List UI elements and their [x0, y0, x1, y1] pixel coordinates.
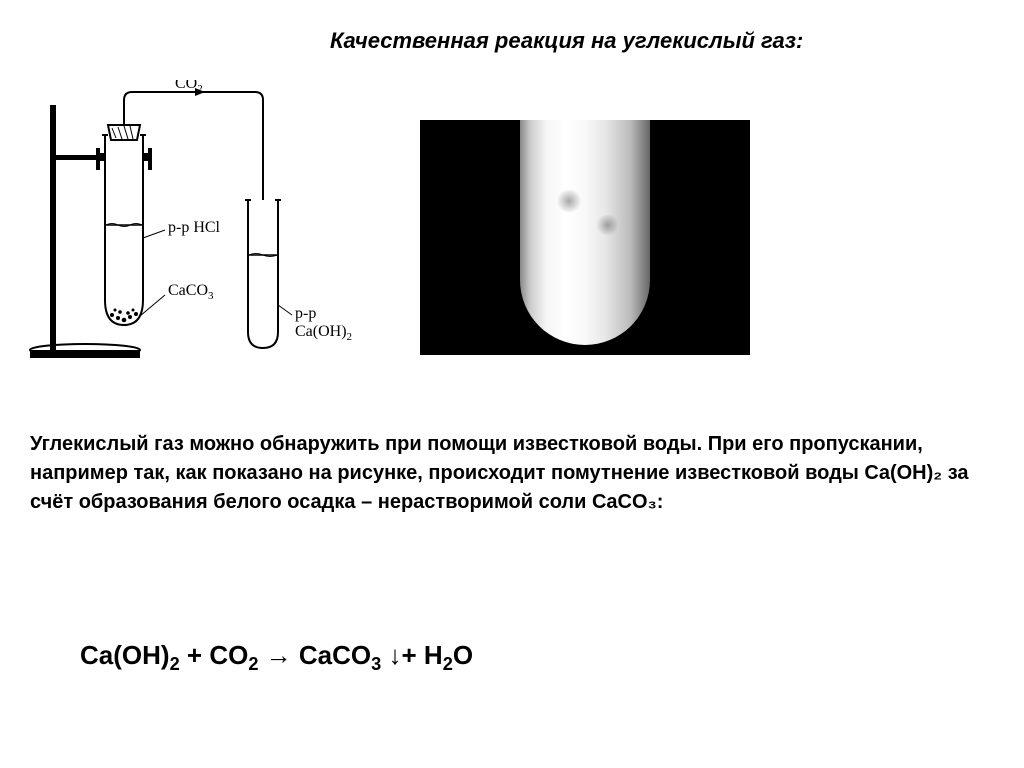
reaction-photo	[420, 120, 750, 355]
caoh2-label-2: Ca(OH)	[295, 323, 347, 340]
description-text: Углекислый газ можно обнаружить при помо…	[30, 430, 984, 517]
svg-text:CaCO3: CaCO3	[168, 282, 214, 302]
test-tube-photo	[520, 120, 650, 345]
svg-text:Ca(OH)2: Ca(OH)2	[295, 323, 352, 343]
apparatus-diagram: CO2 р-р HCl CaCO3 р-р Ca(OH)2	[20, 80, 360, 370]
caoh2-label-1: р-р	[295, 305, 316, 322]
reaction-equation: Ca(OH)2 + CO2 → CaCO3 ↓+ H2O	[80, 640, 473, 675]
hcl-label: р-р HCl	[168, 219, 221, 236]
co2-label: CO	[175, 80, 197, 92]
page-title: Качественная реакция на углекислый газ:	[330, 28, 994, 54]
caco3-label: CaCO	[168, 282, 208, 299]
